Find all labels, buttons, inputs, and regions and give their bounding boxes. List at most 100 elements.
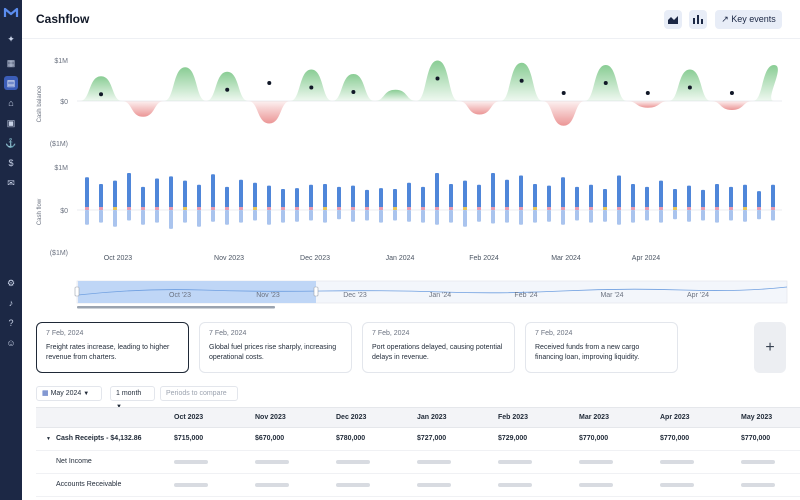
table-row[interactable]: Accounts Receivable xyxy=(36,474,800,497)
flow-stacked-segment xyxy=(463,207,467,210)
anchor-icon[interactable]: ⚓ xyxy=(5,138,17,148)
balance-negative-area xyxy=(458,101,501,115)
flow-inflow-bar xyxy=(295,188,299,210)
loading-placeholder xyxy=(417,460,451,464)
flow-inflow-bar xyxy=(211,174,215,210)
flow-inflow-bar xyxy=(113,180,117,210)
flow-stacked-segment xyxy=(239,207,243,210)
table-row[interactable]: Net Income xyxy=(36,451,800,474)
table-cell: $670,000 xyxy=(255,435,285,442)
column-header[interactable]: Nov 2023 xyxy=(255,414,286,421)
table-cell: $729,000 xyxy=(498,435,528,442)
flow-outflow-bar xyxy=(295,210,299,222)
flow-outflow-bar xyxy=(225,210,229,225)
table-cell: $780,000 xyxy=(336,435,366,442)
compare-periods-input[interactable]: Periods to compare xyxy=(160,386,238,401)
flow-stacked-segment xyxy=(407,207,411,210)
loading-placeholder xyxy=(336,460,370,464)
flow-outflow-bar xyxy=(407,210,411,222)
navigator-scrollbar[interactable] xyxy=(77,306,275,309)
dollar-icon[interactable]: $ xyxy=(8,158,14,168)
event-card[interactable]: 7 Feb, 2024 Port operations delayed, cau… xyxy=(362,322,515,373)
wallet-icon[interactable]: ▣ xyxy=(6,118,16,128)
loading-placeholder xyxy=(417,483,451,487)
flow-outflow-bar xyxy=(687,210,691,222)
flow-inflow-bar xyxy=(99,183,103,210)
table-cell: $727,000 xyxy=(417,435,447,442)
bank-icon[interactable]: ⌂ xyxy=(8,98,14,108)
navigator-label-oct: Oct '23 xyxy=(169,292,191,299)
flow-tick-top: $1M xyxy=(54,165,68,172)
flow-stacked-segment xyxy=(211,207,215,210)
timeline-navigator[interactable]: Oct '23 Nov '23 Dec '23 Jan '24 Feb '24 … xyxy=(22,278,800,313)
event-card[interactable]: 7 Feb, 2024 Received funds from a new ca… xyxy=(525,322,678,373)
flow-outflow-bar xyxy=(421,210,425,223)
interval-select[interactable]: 1 month ▼ xyxy=(110,386,155,410)
table-row[interactable]: ▼ Cash Receipts - $4,132.86 $715,000 $670… xyxy=(36,428,800,451)
flow-inflow-bar xyxy=(365,189,369,210)
flow-stacked-segment xyxy=(225,207,229,210)
flow-outflow-bar xyxy=(211,210,215,222)
balance-negative-area xyxy=(248,101,291,124)
flow-outflow-bar xyxy=(239,210,243,223)
balance-event-dot xyxy=(99,92,104,97)
flow-outflow-bar xyxy=(771,210,775,221)
flow-stacked-segment xyxy=(309,207,313,210)
event-card[interactable]: 7 Feb, 2024 Freight rates increase, lead… xyxy=(36,322,189,373)
column-header[interactable]: Jan 2023 xyxy=(417,414,447,421)
area-view-button[interactable] xyxy=(664,10,682,29)
column-header[interactable]: Feb 2023 xyxy=(498,414,528,421)
flow-stacked-segment xyxy=(449,207,453,210)
balance-event-dot xyxy=(729,91,734,95)
column-header[interactable]: May 2023 xyxy=(741,414,773,421)
balance-event-dot xyxy=(309,85,314,90)
key-events-button[interactable]: ↗ Key events xyxy=(715,10,782,29)
balance-event-markers xyxy=(99,76,734,97)
column-header[interactable]: Oct 2023 xyxy=(174,414,204,421)
flow-outflow-bar xyxy=(393,210,397,221)
flow-month-apr: Apr 2024 xyxy=(632,255,661,262)
flow-outflow-bar xyxy=(659,210,663,223)
grid-icon[interactable]: ▦ xyxy=(6,58,16,68)
event-text: Port operations delayed, causing potenti… xyxy=(372,344,503,361)
event-date: 7 Feb, 2024 xyxy=(372,330,410,337)
navigator-selection[interactable] xyxy=(78,281,316,303)
balance-event-dot xyxy=(645,91,650,95)
flow-inflow-bar xyxy=(155,178,159,210)
flow-stacked-segment xyxy=(253,207,257,210)
inbox-icon[interactable]: ✉ xyxy=(7,178,15,188)
event-card[interactable]: 7 Feb, 2024 Global fuel prices rise shar… xyxy=(199,322,352,373)
chevron-down-icon: ▼ xyxy=(83,391,90,397)
flow-inflow-bar xyxy=(547,185,551,210)
event-date: 7 Feb, 2024 xyxy=(209,330,247,337)
help-icon[interactable]: ? xyxy=(8,318,14,328)
logo-icon[interactable] xyxy=(3,6,19,20)
flow-inflow-bar xyxy=(379,188,383,210)
flow-stacked-segment xyxy=(155,207,159,210)
column-header[interactable]: Apr 2023 xyxy=(660,414,690,421)
flow-stacked-segment xyxy=(547,207,551,210)
column-header[interactable]: Dec 2023 xyxy=(336,414,367,421)
navigator-left-handle[interactable] xyxy=(74,286,80,297)
column-header[interactable]: Mar 2023 xyxy=(579,414,609,421)
navigator-right-handle[interactable] xyxy=(313,286,319,297)
balance-negative-area xyxy=(122,101,165,117)
flow-stacked-segment xyxy=(533,207,537,210)
flow-stacked-segment xyxy=(435,207,439,210)
period-select[interactable]: ▦ May 2024 ▼ xyxy=(36,386,102,401)
ledger-icon[interactable]: ▤ xyxy=(4,76,18,90)
flow-outflow-bar xyxy=(575,210,579,221)
flow-stacked-segment xyxy=(575,207,579,210)
flow-stacked-segment xyxy=(701,207,705,210)
caret-down-icon[interactable]: ▼ xyxy=(46,436,51,442)
table-header: Oct 2023 Nov 2023 Dec 2023 Jan 2023 Feb … xyxy=(36,407,800,428)
user-icon[interactable]: ☺ xyxy=(6,338,16,348)
bar-view-button[interactable] xyxy=(689,10,707,29)
sparkle-icon[interactable]: ✦ xyxy=(7,34,15,44)
balance-event-dot xyxy=(351,90,356,94)
bell-icon[interactable]: ♪ xyxy=(8,298,14,308)
gear-icon[interactable]: ⚙ xyxy=(6,278,16,288)
event-date: 7 Feb, 2024 xyxy=(535,330,573,337)
add-event-button[interactable]: + xyxy=(754,322,786,373)
flow-inflow-bar xyxy=(617,175,621,210)
